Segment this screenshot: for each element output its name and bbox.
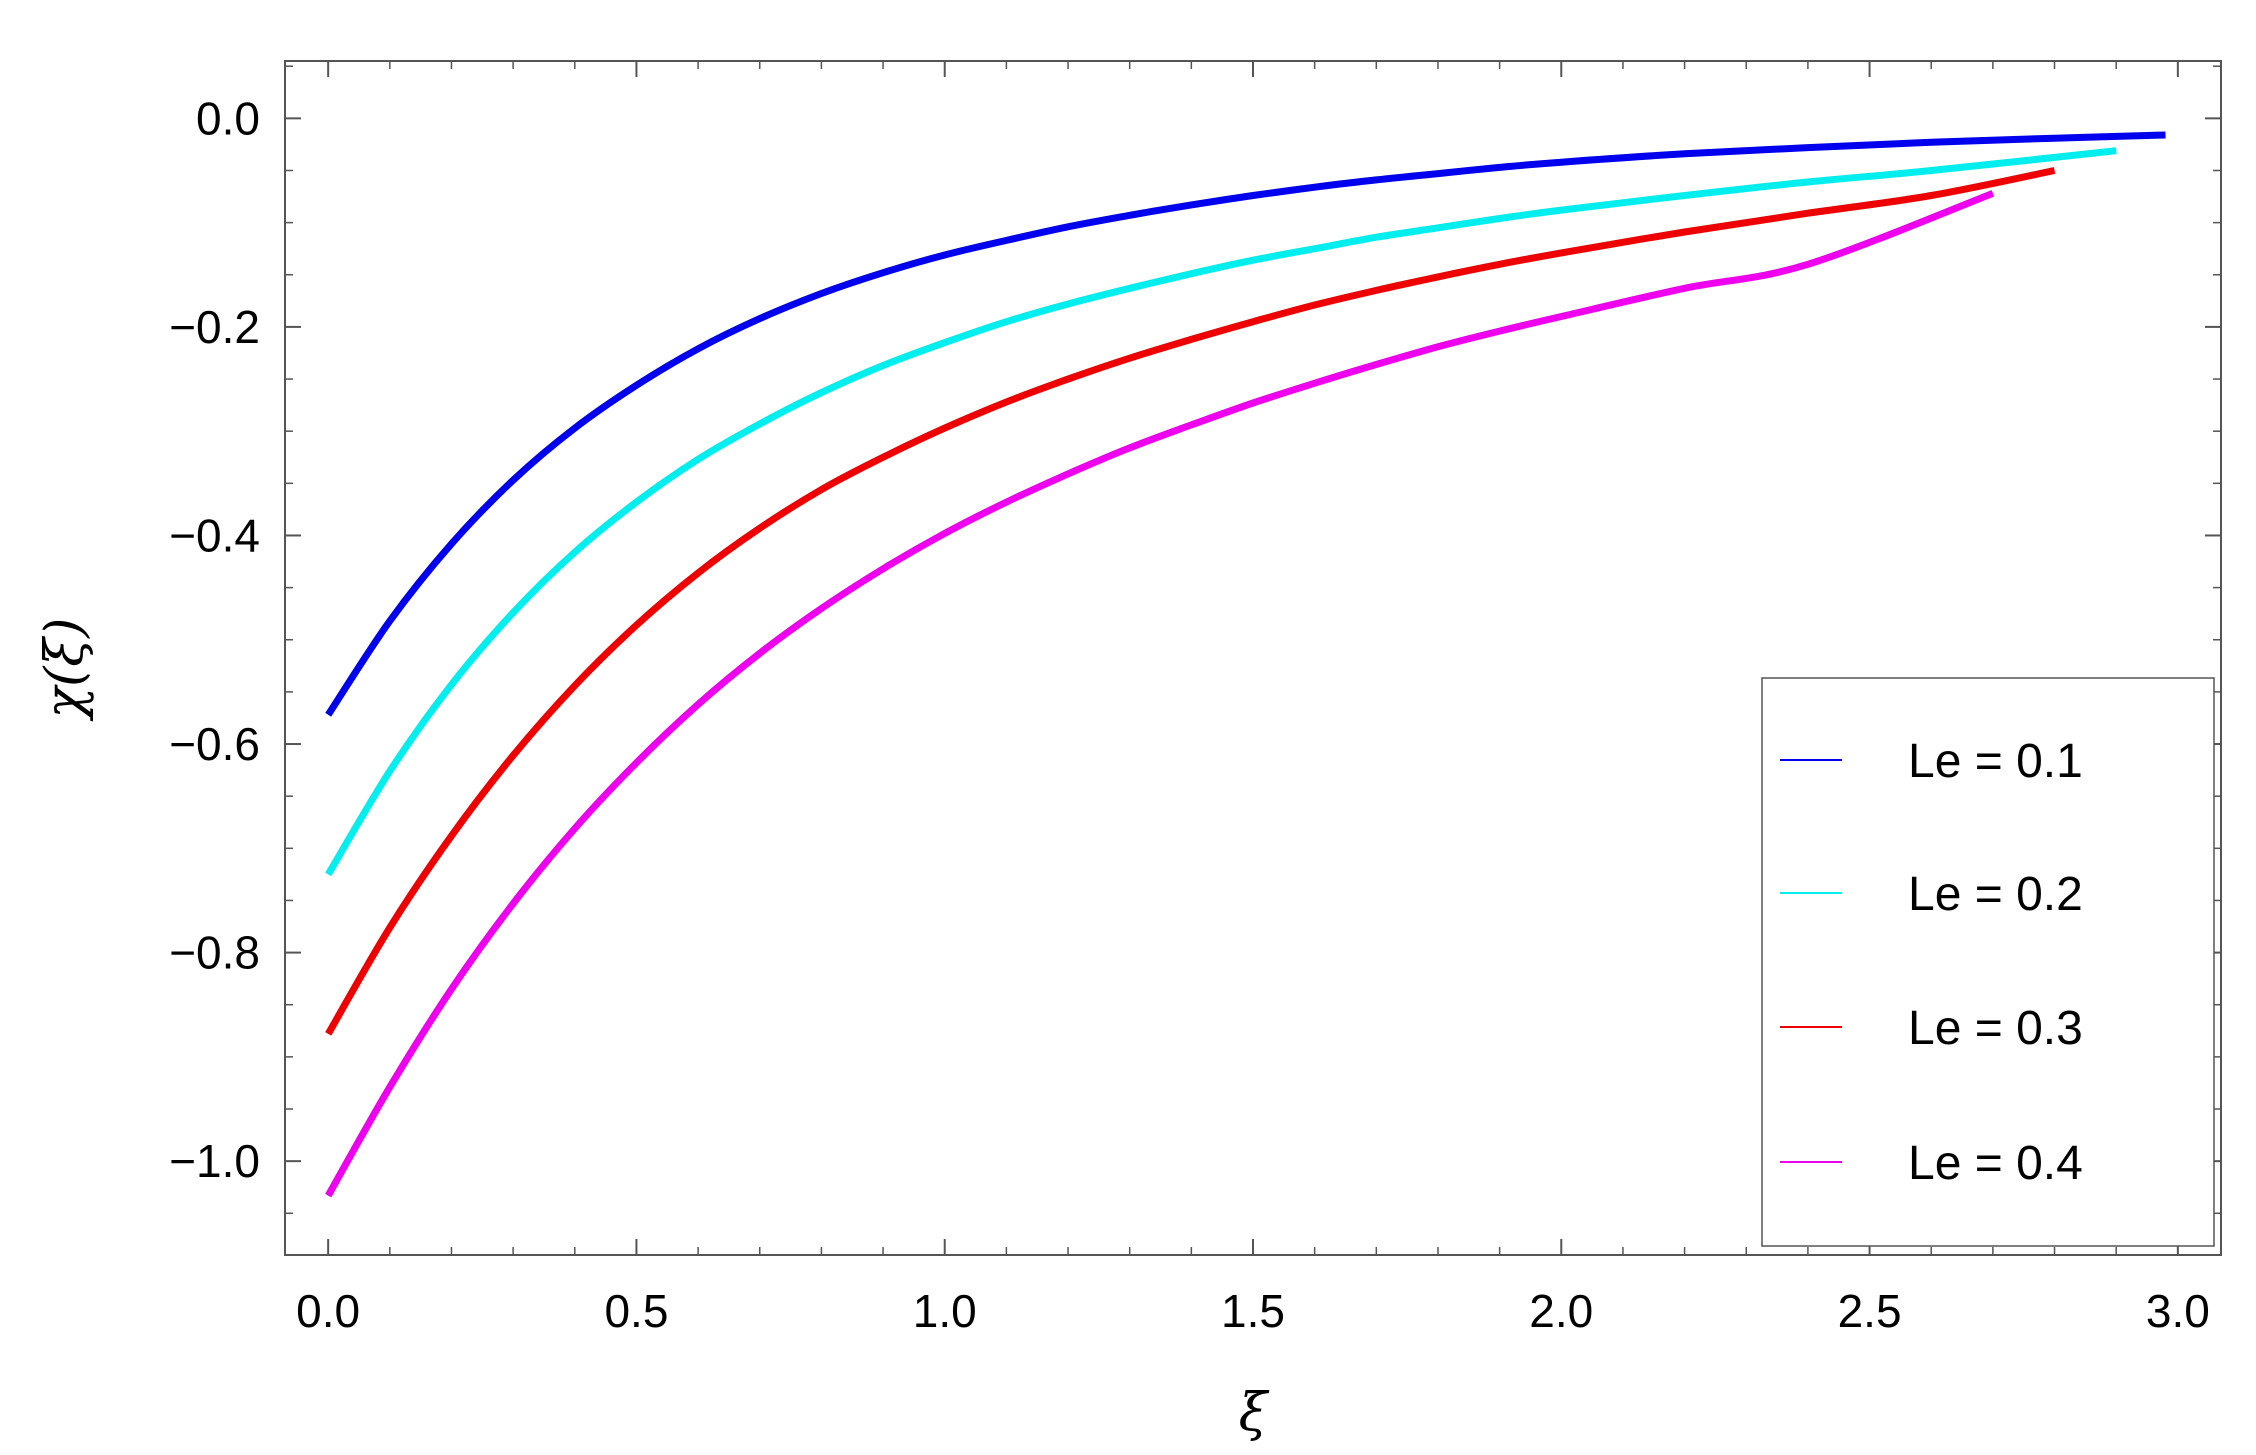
y-tick-label: −0.2 [169, 301, 260, 353]
legend: Le = 0.1 Le = 0.2 Le = 0.3 Le = 0.4 [1761, 677, 2215, 1247]
x-tick-label: 1.0 [913, 1285, 977, 1337]
legend-label-2: Le = 0.2 [1908, 868, 2083, 921]
y-tick-label: −0.6 [169, 718, 260, 770]
series-line-3 [325, 167, 2056, 1036]
legend-label-1: Le = 0.1 [1908, 735, 2083, 788]
legend-box [1761, 677, 2215, 1247]
x-tick-label: 2.5 [1838, 1285, 1902, 1337]
y-tick-label: −1.0 [169, 1135, 260, 1187]
x-tick-label: 3.0 [2146, 1285, 2210, 1337]
x-tick-label: 1.5 [1221, 1285, 1285, 1337]
x-tick-label: 2.0 [1529, 1285, 1593, 1337]
y-axis: 0.0 −0.2 −0.4 −0.6 −0.8 −1.0 [169, 65, 2221, 1215]
y-tick-label: 0.0 [196, 92, 260, 144]
x-tick-label: 0.0 [296, 1285, 360, 1337]
legend-label-4: Le = 0.4 [1908, 1137, 2083, 1190]
x-tick-label: 0.5 [604, 1285, 668, 1337]
series-line-2 [325, 147, 2117, 877]
series-lines [325, 131, 2166, 1198]
y-tick-label: −0.4 [169, 509, 260, 561]
y-axis-title: χ(ξ) [35, 618, 95, 723]
series-line-4 [325, 190, 1995, 1198]
legend-label-3: Le = 0.3 [1908, 1002, 2083, 1055]
x-axis: 0.0 0.5 1.0 1.5 2.0 2.5 3.0 [296, 61, 2210, 1337]
x-axis-title: ξ [1239, 1383, 1270, 1443]
series-line-1 [325, 131, 2166, 717]
y-tick-label: −0.8 [169, 927, 260, 979]
